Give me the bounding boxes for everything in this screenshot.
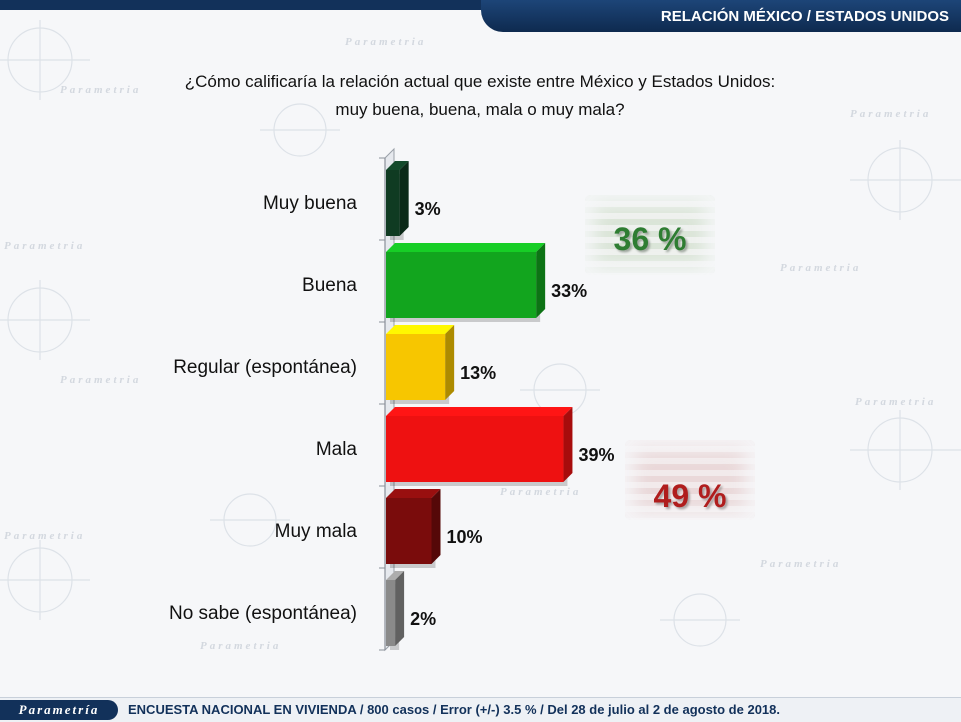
footer: Parametría ENCUESTA NACIONAL EN VIVIENDA… [0,697,961,722]
category-label: Buena [302,275,357,296]
bar-value-label: 33% [551,281,587,301]
positive-summary-value: 36 % [613,221,687,257]
bar-side [536,243,546,318]
watermark-text: Parametria [760,558,842,570]
bar [386,416,564,482]
bar-side [445,325,455,400]
bar [386,252,537,318]
bar-top [386,407,573,416]
survey-question: ¿Cómo calificaría la relación actual que… [100,68,860,124]
bar-value-label: 3% [415,199,441,219]
watermark-text: Parametria [60,374,142,386]
bar [386,170,400,236]
watermark-text: Parametria [855,396,937,408]
bar [386,580,396,646]
bar-value-label: 39% [578,445,614,465]
bar [386,498,432,564]
bar [386,334,446,400]
category-label: Muy mala [275,521,358,542]
page-title: RELACIÓN MÉXICO / ESTADOS UNIDOS [660,7,949,25]
bar-side [395,571,405,646]
question-line-2: muy buena, buena, mala o muy mala? [335,100,625,119]
category-label: Mala [316,439,358,460]
bar-value-label: 13% [460,363,496,383]
watermark-text: Parametria [4,530,86,542]
bar-value-label: 2% [410,609,436,629]
watermark-text: Parametria [60,84,142,96]
bar-side [563,407,573,482]
category-label: Regular (espontánea) [173,357,357,378]
watermark-text: Parametria [200,640,282,652]
bar-value-label: 10% [447,527,483,547]
bar-top [386,571,405,580]
watermark-text: Parametria [4,240,86,252]
watermark-text: Parametria [850,108,932,120]
bar-top [386,161,409,170]
header-tab: RELACIÓN MÉXICO / ESTADOS UNIDOS [481,0,961,32]
question-line-1: ¿Cómo calificaría la relación actual que… [184,72,776,91]
bar-top [386,489,441,498]
survey-footnote: ENCUESTA NACIONAL EN VIVIENDA / 800 caso… [128,702,780,717]
negative-summary: 49 % [625,440,755,520]
watermark-text: Parametria [500,486,582,498]
bar-top [386,243,546,252]
positive-summary: 36 % [585,195,715,275]
bar-top [386,325,455,334]
brand-logo: Parametría [0,700,118,720]
category-label: No sabe (espontánea) [169,603,357,624]
bar-side [399,161,409,236]
top-band [0,0,961,10]
watermark-text: Parametria [345,36,427,48]
negative-summary-value: 49 % [653,478,727,514]
watermark-text: Parametria [780,262,862,274]
bar-side [431,489,441,564]
category-label: Muy buena [263,193,357,214]
